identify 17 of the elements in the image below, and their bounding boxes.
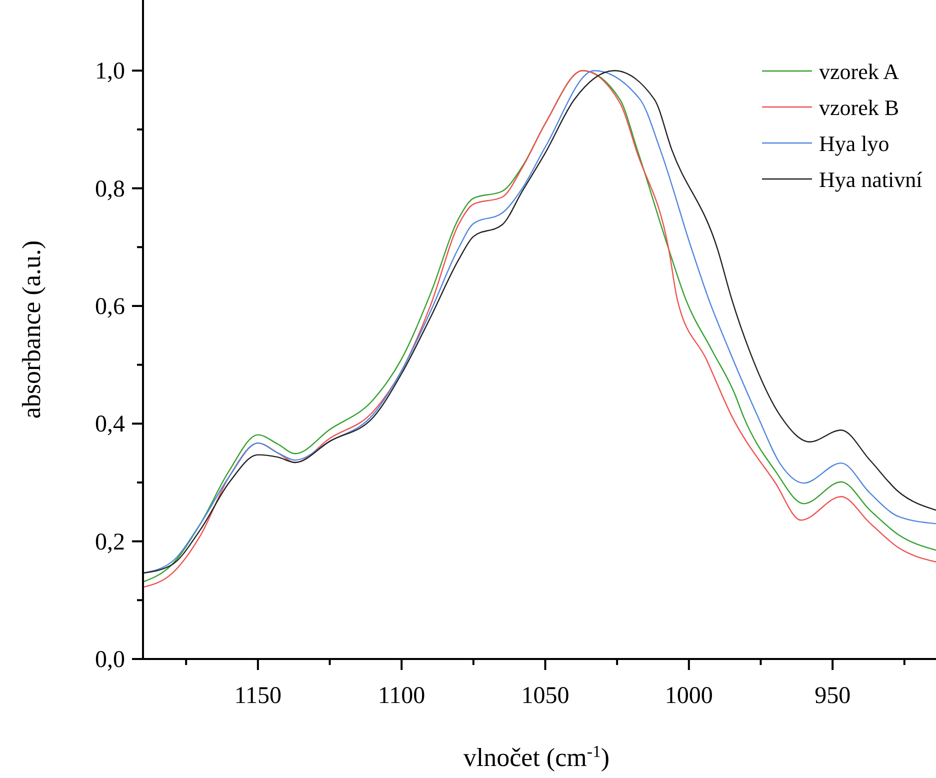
x-tick-label: 1050 [521,683,570,709]
y-axis-title: absorbance (a.u.) [17,240,46,419]
y-tick-label: 0,2 [95,529,125,556]
y-tick-label: 1,0 [95,58,125,85]
x-tick-label: 1100 [378,683,426,709]
legend-label: vzorek B [819,95,900,120]
x-tick-label: 950 [814,683,851,709]
y-tick-label: 0,0 [95,647,125,673]
x-tick-label: 1000 [664,683,713,709]
y-tick-label: 0,8 [95,176,125,202]
legend-label: vzorek A [819,59,900,84]
legend-label: Hya lyo [819,131,890,156]
x-axis-title: vlnočet (cm$^{-1}$) [463,742,610,772]
y-tick-label: 0,6 [95,294,125,320]
x-tick-label: 1150 [234,683,282,709]
y-tick-label: 0,4 [95,412,125,438]
legend-label: Hya nativní [819,167,922,192]
